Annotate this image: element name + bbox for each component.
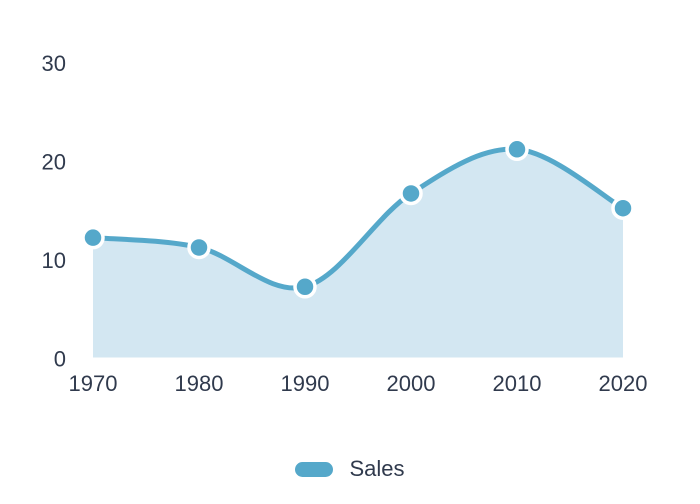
data-point-1980[interactable]: [187, 235, 211, 260]
x-tick-label-2000: 2000: [387, 371, 436, 396]
x-tick-label-1990: 1990: [281, 371, 330, 396]
data-point-2010[interactable]: [505, 137, 529, 162]
x-tick-label-2010: 2010: [493, 371, 542, 396]
data-point-2000[interactable]: [399, 181, 423, 206]
legend-marker-icon: [295, 461, 334, 477]
data-point-markers: [81, 137, 635, 299]
x-tick-label-2020: 2020: [599, 371, 648, 396]
y-tick-label-10: 10: [42, 248, 66, 273]
x-axis: 1970 1980 1990 2000 2010 2020: [69, 371, 648, 396]
y-tick-label-0: 0: [54, 347, 66, 372]
data-point-1990[interactable]: [293, 275, 317, 299]
legend-item-sales[interactable]: Sales: [0, 454, 700, 484]
data-point-2020[interactable]: [611, 196, 635, 220]
y-axis: 0 10 20 30: [42, 51, 66, 372]
legend-label: Sales: [349, 456, 405, 481]
data-point-1970[interactable]: [81, 225, 105, 250]
x-tick-label-1980: 1980: [175, 371, 224, 396]
y-tick-label-30: 30: [42, 51, 66, 76]
y-tick-label-20: 20: [42, 150, 66, 175]
x-tick-label-1970: 1970: [69, 371, 118, 396]
sales-area-fill: [93, 149, 623, 358]
